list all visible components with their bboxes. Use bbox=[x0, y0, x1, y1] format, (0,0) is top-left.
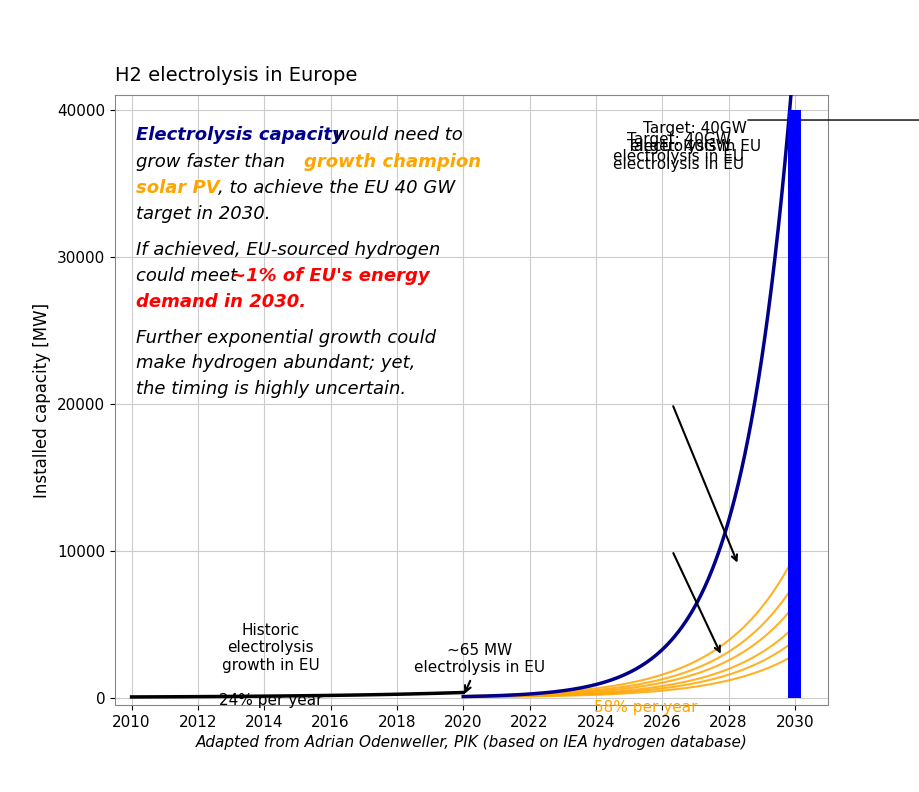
Text: Historic
electrolysis
growth in EU

24% per year: Historic electrolysis growth in EU 24% p… bbox=[219, 623, 323, 707]
Text: ~1% of EU's energy: ~1% of EU's energy bbox=[231, 267, 429, 285]
Text: , to achieve the EU 40 GW: , to achieve the EU 40 GW bbox=[218, 179, 455, 197]
Text: would need to: would need to bbox=[329, 125, 462, 143]
Text: Target: 40GW
electrolysis in EU: Target: 40GW electrolysis in EU bbox=[613, 139, 743, 172]
Text: Electrolysis capacity: Electrolysis capacity bbox=[136, 125, 344, 143]
Text: solar PV: solar PV bbox=[136, 179, 220, 197]
Text: ~65 MW
electrolysis in EU: ~65 MW electrolysis in EU bbox=[414, 643, 545, 692]
Text: Further exponential growth could: Further exponential growth could bbox=[136, 329, 436, 347]
Text: could meet: could meet bbox=[136, 267, 243, 285]
Text: H2 electrolysis in Europe: H2 electrolysis in Europe bbox=[115, 67, 357, 86]
Text: make hydrogen abundant; yet,: make hydrogen abundant; yet, bbox=[136, 354, 415, 372]
Y-axis label: Installed capacity [MW]: Installed capacity [MW] bbox=[33, 303, 51, 497]
Text: Target: 40GW
electrolysis in EU: Target: 40GW electrolysis in EU bbox=[613, 131, 743, 164]
Text: Target: 40GW
electrolysis in EU: Target: 40GW electrolysis in EU bbox=[630, 121, 760, 154]
Text: demand in 2030.: demand in 2030. bbox=[136, 293, 306, 311]
Text: 58% per year: 58% per year bbox=[593, 700, 697, 715]
Text: If achieved, EU-sourced hydrogen: If achieved, EU-sourced hydrogen bbox=[136, 242, 440, 260]
Bar bbox=[788, 110, 800, 698]
Text: growth champion: growth champion bbox=[303, 153, 481, 171]
Text: target in 2030.: target in 2030. bbox=[136, 205, 270, 223]
Text: the timing is highly uncertain.: the timing is highly uncertain. bbox=[136, 380, 406, 398]
X-axis label: Adapted from Adrian Odenweller, PIK (based on IEA hydrogen database): Adapted from Adrian Odenweller, PIK (bas… bbox=[196, 735, 746, 750]
Text: grow faster than: grow faster than bbox=[136, 153, 290, 171]
